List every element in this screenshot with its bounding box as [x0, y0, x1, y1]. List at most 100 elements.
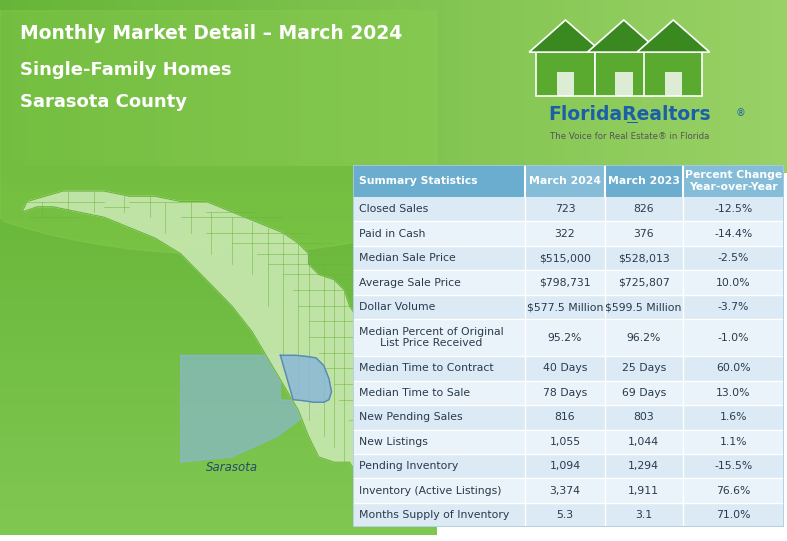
- FancyBboxPatch shape: [289, 0, 303, 173]
- Polygon shape: [595, 52, 653, 96]
- Text: 826: 826: [634, 204, 654, 214]
- FancyBboxPatch shape: [262, 0, 277, 173]
- FancyBboxPatch shape: [353, 295, 784, 319]
- FancyBboxPatch shape: [105, 0, 120, 173]
- FancyBboxPatch shape: [0, 424, 437, 431]
- FancyBboxPatch shape: [626, 122, 638, 123]
- FancyBboxPatch shape: [0, 338, 437, 345]
- Text: 1,911: 1,911: [628, 486, 660, 496]
- FancyBboxPatch shape: [353, 356, 784, 380]
- FancyBboxPatch shape: [551, 0, 566, 173]
- FancyBboxPatch shape: [512, 0, 527, 173]
- Text: Percent Change
Year-over-Year: Percent Change Year-over-Year: [685, 170, 781, 192]
- FancyBboxPatch shape: [0, 411, 437, 418]
- Polygon shape: [22, 191, 408, 489]
- Text: 13.0%: 13.0%: [716, 388, 751, 398]
- FancyBboxPatch shape: [0, 460, 437, 467]
- FancyBboxPatch shape: [353, 478, 784, 503]
- Text: -15.5%: -15.5%: [714, 461, 752, 471]
- Text: 803: 803: [634, 412, 654, 423]
- Polygon shape: [537, 52, 595, 96]
- FancyBboxPatch shape: [183, 0, 198, 173]
- Text: $725,807: $725,807: [618, 278, 670, 288]
- FancyBboxPatch shape: [419, 0, 434, 173]
- Text: 96.2%: 96.2%: [626, 333, 661, 342]
- FancyBboxPatch shape: [630, 0, 645, 173]
- FancyBboxPatch shape: [472, 0, 487, 173]
- FancyBboxPatch shape: [604, 0, 618, 173]
- FancyBboxPatch shape: [13, 0, 28, 173]
- Polygon shape: [587, 20, 660, 52]
- Text: $515,000: $515,000: [539, 253, 591, 263]
- FancyBboxPatch shape: [0, 368, 437, 375]
- FancyBboxPatch shape: [118, 0, 133, 173]
- Text: -14.4%: -14.4%: [714, 229, 752, 239]
- FancyBboxPatch shape: [353, 319, 784, 356]
- FancyBboxPatch shape: [0, 417, 437, 425]
- FancyBboxPatch shape: [353, 503, 784, 527]
- Polygon shape: [529, 20, 602, 52]
- Text: 1,044: 1,044: [628, 437, 660, 447]
- FancyBboxPatch shape: [79, 0, 94, 173]
- FancyBboxPatch shape: [0, 405, 437, 412]
- FancyBboxPatch shape: [459, 0, 474, 173]
- Text: 69 Days: 69 Days: [622, 388, 666, 398]
- FancyBboxPatch shape: [0, 479, 437, 486]
- FancyBboxPatch shape: [144, 0, 159, 173]
- FancyBboxPatch shape: [0, 196, 437, 204]
- Text: Median Sale Price: Median Sale Price: [359, 253, 456, 263]
- FancyBboxPatch shape: [0, 344, 437, 351]
- Text: -1.0%: -1.0%: [718, 333, 749, 342]
- Text: Paid in Cash: Paid in Cash: [359, 229, 426, 239]
- FancyBboxPatch shape: [0, 258, 437, 265]
- FancyBboxPatch shape: [92, 0, 106, 173]
- FancyBboxPatch shape: [39, 0, 54, 173]
- FancyBboxPatch shape: [774, 0, 787, 173]
- FancyBboxPatch shape: [157, 0, 172, 173]
- Text: Monthly Market Detail – March 2024: Monthly Market Detail – March 2024: [20, 24, 402, 43]
- FancyBboxPatch shape: [525, 165, 605, 197]
- Text: 3,374: 3,374: [549, 486, 581, 496]
- FancyBboxPatch shape: [0, 319, 437, 326]
- FancyBboxPatch shape: [0, 233, 437, 241]
- FancyBboxPatch shape: [0, 172, 437, 179]
- FancyBboxPatch shape: [433, 0, 448, 173]
- Polygon shape: [664, 72, 682, 96]
- Text: Median Time to Contract: Median Time to Contract: [359, 364, 493, 373]
- Text: 1.1%: 1.1%: [719, 437, 747, 447]
- Text: Inventory (Active Listings): Inventory (Active Listings): [359, 486, 501, 496]
- FancyBboxPatch shape: [0, 282, 437, 289]
- Text: 723: 723: [555, 204, 575, 214]
- FancyBboxPatch shape: [315, 0, 330, 173]
- FancyBboxPatch shape: [353, 246, 784, 270]
- FancyBboxPatch shape: [131, 0, 146, 173]
- FancyBboxPatch shape: [590, 0, 605, 173]
- Text: Pending Inventory: Pending Inventory: [359, 461, 458, 471]
- Text: Average Sale Price: Average Sale Price: [359, 278, 461, 288]
- Text: 10.0%: 10.0%: [716, 278, 751, 288]
- FancyBboxPatch shape: [0, 325, 437, 333]
- Text: March 2023: March 2023: [608, 176, 680, 186]
- FancyBboxPatch shape: [0, 472, 437, 480]
- Text: 1,055: 1,055: [549, 437, 581, 447]
- Text: Median Time to Sale: Median Time to Sale: [359, 388, 470, 398]
- FancyBboxPatch shape: [0, 190, 437, 197]
- Text: FloridaRealtors: FloridaRealtors: [549, 105, 711, 124]
- FancyBboxPatch shape: [0, 307, 437, 314]
- FancyBboxPatch shape: [734, 0, 749, 173]
- Polygon shape: [557, 72, 575, 96]
- Text: 25 Days: 25 Days: [622, 364, 666, 373]
- Text: 1.6%: 1.6%: [719, 412, 747, 423]
- Text: $577.5 Million: $577.5 Million: [527, 302, 603, 312]
- FancyBboxPatch shape: [0, 252, 437, 259]
- FancyBboxPatch shape: [643, 0, 657, 173]
- Text: 71.0%: 71.0%: [716, 510, 751, 520]
- FancyBboxPatch shape: [0, 522, 437, 529]
- FancyBboxPatch shape: [682, 0, 696, 173]
- FancyBboxPatch shape: [577, 0, 592, 173]
- FancyBboxPatch shape: [0, 295, 437, 302]
- FancyBboxPatch shape: [328, 0, 342, 173]
- FancyBboxPatch shape: [210, 0, 224, 173]
- Polygon shape: [637, 20, 710, 52]
- FancyBboxPatch shape: [616, 0, 631, 173]
